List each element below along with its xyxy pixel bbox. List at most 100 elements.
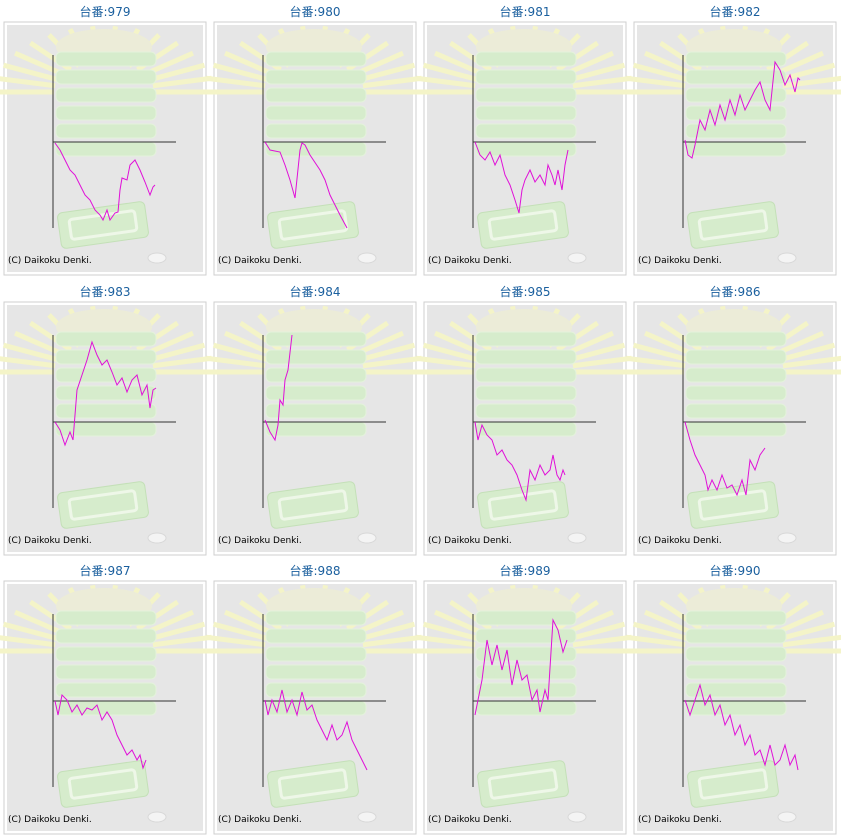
ray bbox=[359, 621, 416, 642]
tray bbox=[57, 760, 149, 808]
ray bbox=[14, 50, 65, 77]
tray-stack bbox=[55, 331, 157, 347]
chart-panel: 台番:988 (C) Daikoku Denki. bbox=[204, 563, 424, 835]
tray-inner bbox=[487, 768, 559, 800]
tray-stack bbox=[55, 628, 157, 644]
ray bbox=[572, 634, 632, 648]
chart-title: 台番:982 bbox=[710, 4, 761, 19]
ray bbox=[2, 342, 59, 363]
tray-stack bbox=[55, 403, 157, 419]
tray-stack bbox=[265, 87, 367, 103]
tray-inner bbox=[67, 768, 139, 800]
ray bbox=[362, 634, 422, 648]
ball bbox=[147, 811, 167, 823]
ray bbox=[2, 62, 59, 83]
tray-stack bbox=[475, 331, 577, 347]
tray-stack bbox=[55, 664, 157, 680]
tray bbox=[267, 760, 359, 808]
tray-stack bbox=[265, 700, 367, 716]
tray-inner bbox=[487, 209, 559, 241]
ray bbox=[779, 342, 836, 363]
credit: (C) Daikoku Denki. bbox=[218, 815, 302, 825]
tray-stack bbox=[475, 421, 577, 437]
ray bbox=[644, 330, 695, 357]
ray bbox=[626, 75, 686, 89]
chart-panel: 台番:979 (C) Daikoku Denki. bbox=[0, 4, 214, 276]
ray bbox=[626, 355, 686, 369]
tray-stack bbox=[475, 403, 577, 419]
tray-stack bbox=[55, 349, 157, 365]
ray bbox=[0, 635, 56, 648]
ray bbox=[0, 76, 56, 89]
tray-stack bbox=[685, 51, 787, 67]
ray bbox=[206, 634, 266, 648]
tray-inner bbox=[487, 489, 559, 521]
ray bbox=[359, 342, 416, 363]
tray-stack bbox=[685, 367, 787, 383]
tray bbox=[687, 481, 779, 529]
chart-title: 台番:988 bbox=[290, 563, 341, 578]
chart-title: 台番:986 bbox=[710, 284, 761, 299]
tray-stack bbox=[475, 700, 577, 716]
ray bbox=[422, 621, 479, 642]
tray-stack bbox=[55, 367, 157, 383]
credit: (C) Daikoku Denki. bbox=[218, 256, 302, 266]
tray-stack bbox=[55, 51, 157, 67]
data-line bbox=[54, 142, 156, 222]
tray-inner bbox=[67, 209, 139, 241]
tray-stack bbox=[685, 123, 787, 139]
tray-stack bbox=[475, 610, 577, 626]
ray bbox=[569, 621, 626, 642]
ray bbox=[14, 609, 65, 636]
tray bbox=[267, 201, 359, 249]
ray bbox=[224, 609, 275, 636]
credit: (C) Daikoku Denki. bbox=[638, 815, 722, 825]
tray-stack bbox=[475, 349, 577, 365]
ray bbox=[206, 355, 266, 369]
ray bbox=[572, 75, 632, 89]
ray bbox=[569, 342, 626, 363]
tray-stack bbox=[475, 367, 577, 383]
ray bbox=[422, 342, 479, 363]
data-line bbox=[684, 60, 801, 159]
tray-stack bbox=[685, 628, 787, 644]
data-line bbox=[474, 421, 566, 502]
ray bbox=[416, 634, 476, 648]
tray-inner bbox=[277, 489, 349, 521]
chart-title: 台番:985 bbox=[500, 284, 551, 299]
tray-stack bbox=[685, 700, 787, 716]
ray bbox=[782, 355, 841, 369]
ray bbox=[212, 62, 269, 83]
tray-stack bbox=[475, 385, 577, 401]
ray bbox=[224, 330, 275, 357]
ray bbox=[416, 75, 476, 89]
chart-panel: 台番:981 (C) Daikoku Denki. bbox=[414, 4, 634, 276]
ray bbox=[149, 342, 206, 363]
tray-inner bbox=[277, 768, 349, 800]
ray bbox=[434, 330, 485, 357]
ray bbox=[212, 621, 269, 642]
ray bbox=[224, 50, 275, 77]
tray-stack bbox=[685, 664, 787, 680]
ray bbox=[359, 62, 416, 83]
ray bbox=[434, 50, 485, 77]
credit: (C) Daikoku Denki. bbox=[638, 256, 722, 266]
tray-stack bbox=[475, 69, 577, 85]
chart-title: 台番:990 bbox=[710, 563, 761, 578]
tray-stack bbox=[685, 385, 787, 401]
ball bbox=[357, 811, 377, 823]
ball bbox=[357, 532, 377, 544]
tray bbox=[477, 760, 569, 808]
tray-stack bbox=[685, 682, 787, 698]
chart-panel: 台番:984 (C) Daikoku Denki. bbox=[204, 284, 424, 556]
tray-stack bbox=[265, 403, 367, 419]
tray-stack bbox=[475, 51, 577, 67]
tray-stack bbox=[265, 664, 367, 680]
tray-inner bbox=[697, 489, 769, 521]
ray bbox=[644, 609, 695, 636]
chart-title: 台番:980 bbox=[290, 4, 341, 19]
chart-title: 台番:987 bbox=[80, 563, 131, 578]
chart-panel: 台番:985 (C) Daikoku Denki. bbox=[414, 284, 634, 556]
tray-stack bbox=[685, 421, 787, 437]
tray-stack bbox=[685, 331, 787, 347]
